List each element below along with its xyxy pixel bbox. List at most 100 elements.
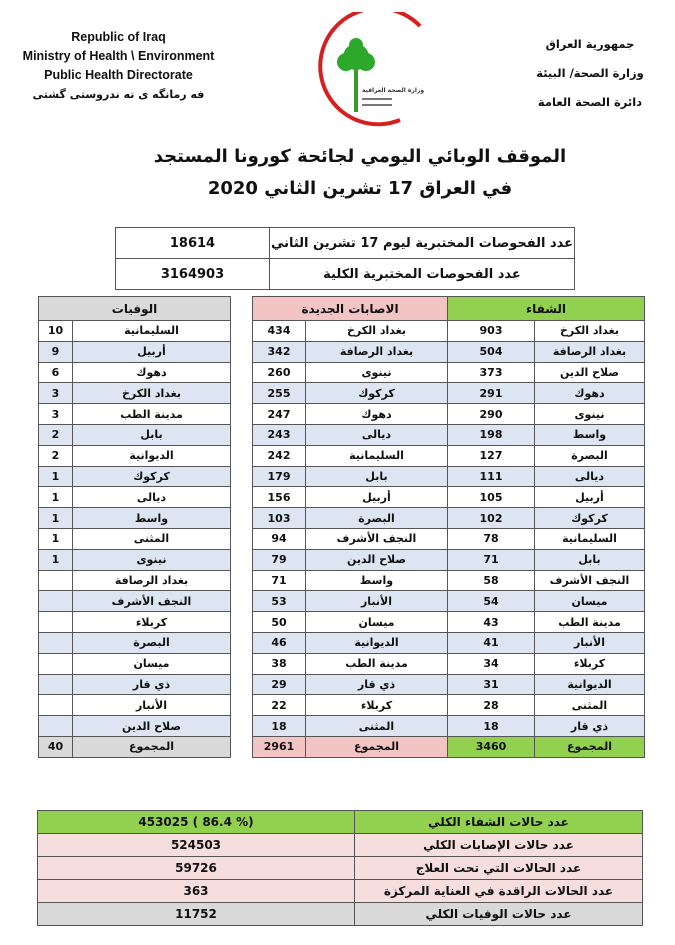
table-row: أربيل 156 [252, 486, 448, 509]
count-value [38, 715, 73, 737]
summary-label: عدد حالات الشفاء الكلي [354, 810, 643, 834]
count-value: 105 [447, 486, 535, 509]
table-header-row: الشفاء [447, 296, 645, 321]
province-name: صلاح الدين [534, 361, 645, 384]
table-row: أربيل 9 [38, 340, 231, 363]
table-row: كركوك 1 [38, 465, 231, 488]
summary-label: عدد الحالات الراقدة في العناية المركزة [354, 879, 643, 903]
total-row: المجموع 2961 [252, 735, 448, 758]
count-value [38, 611, 73, 633]
province-name: دهوك [305, 403, 448, 425]
table-row: بابل 2 [38, 423, 231, 446]
logo-text: وزارة الصحة العراقية [362, 87, 424, 94]
table-header-row: الوفيات [38, 296, 231, 321]
count-value: 373 [447, 361, 535, 384]
province-name: ذي قار [305, 673, 448, 696]
count-value: 111 [447, 465, 535, 488]
table-row: الديوانية 2 [38, 444, 231, 467]
province-name: بغداد الكرخ [305, 320, 448, 342]
total-label: المجموع [305, 735, 448, 758]
table-row: البصرة 127 [447, 444, 645, 467]
count-value: 38 [252, 652, 306, 675]
table-title: الوفيات [38, 296, 231, 321]
count-value: 53 [252, 590, 306, 613]
table-row: البصرة 103 [252, 507, 448, 529]
count-value: 127 [447, 444, 535, 467]
table-row: المثنى 1 [38, 527, 231, 550]
table-row: السليمانية 242 [252, 444, 448, 467]
province-name: ميسان [72, 652, 231, 675]
table-title: الاصابات الجديدة [252, 296, 448, 321]
count-value: 291 [447, 382, 535, 405]
english-header: Republic of Iraq Ministry of Health \ En… [6, 28, 231, 104]
table-row: بغداد الكرخ 903 [447, 320, 645, 342]
count-value: 50 [252, 611, 306, 633]
table-row: مدينة الطب 43 [447, 611, 645, 633]
count-value: 46 [252, 631, 306, 654]
province-name: بغداد الكرخ [72, 382, 231, 405]
table-row: بابل 179 [252, 465, 448, 488]
province-name: البصرة [72, 631, 231, 654]
province-name: كربلاء [305, 694, 448, 717]
province-name: الأنبار [534, 631, 645, 654]
count-value: 18 [252, 715, 306, 737]
province-name: المثنى [72, 527, 231, 550]
count-value: 58 [447, 569, 535, 592]
province-name: واسط [305, 569, 448, 592]
table-row: صلاح الدين [38, 715, 231, 737]
count-value: 1 [38, 548, 73, 571]
count-value [38, 652, 73, 675]
count-value: 102 [447, 507, 535, 529]
tests-value: 18614 [115, 227, 270, 259]
table-row: الديوانية 31 [447, 673, 645, 696]
count-value: 79 [252, 548, 306, 571]
province-name: كربلاء [72, 611, 231, 633]
count-value: 34 [447, 652, 535, 675]
province-name: كربلاء [534, 652, 645, 675]
table-row: دهوك 247 [252, 403, 448, 425]
table-row: الديوانية 46 [252, 631, 448, 654]
count-value: 243 [252, 423, 306, 446]
province-name: أربيل [72, 340, 231, 363]
province-name: النجف الأشرف [534, 569, 645, 592]
table-row: واسط 71 [252, 569, 448, 592]
table-row: النجف الأشرف [38, 590, 231, 613]
table-row: مدينة الطب 3 [38, 403, 231, 425]
tests-row: عدد الفحوصات المختبرية ليوم 17 تشرين الث… [115, 227, 575, 259]
summary-label: عدد حالات الإصابات الكلي [354, 833, 643, 857]
province-name: دهوك [534, 382, 645, 405]
province-name: بغداد الرصافة [305, 340, 448, 363]
count-value: 31 [447, 673, 535, 696]
count-value: 504 [447, 340, 535, 363]
count-value: 198 [447, 423, 535, 446]
count-value: 1 [38, 465, 73, 488]
count-value: 260 [252, 361, 306, 384]
table-row: ديالى 243 [252, 423, 448, 446]
palm-tree-icon [337, 38, 375, 112]
province-name: نينوى [72, 548, 231, 571]
province-name: مدينة الطب [305, 652, 448, 675]
count-value: 247 [252, 403, 306, 425]
logo-arc [318, 12, 422, 127]
summary-value: 59726 [37, 856, 355, 880]
table-row: نينوى 260 [252, 361, 448, 384]
province-name: ميسان [534, 590, 645, 613]
header-line: جمهورية العراق [545, 37, 635, 51]
arabic-header: جمهورية العراق وزارة الصحة/ البيئة دائرة… [525, 30, 655, 117]
table-row: نينوى 290 [447, 403, 645, 425]
table-row: كربلاء [38, 611, 231, 633]
count-value: 1 [38, 507, 73, 529]
total-value: 40 [38, 735, 73, 758]
total-value: 3460 [447, 735, 535, 758]
province-name: مدينة الطب [534, 611, 645, 633]
province-name: نينوى [305, 361, 448, 384]
count-value: 71 [447, 548, 535, 571]
count-value: 6 [38, 361, 73, 384]
table-row: صلاح الدين 79 [252, 548, 448, 571]
table-row: مدينة الطب 38 [252, 652, 448, 675]
table-row: المثنى 28 [447, 694, 645, 717]
table-row: النجف الأشرف 94 [252, 527, 448, 550]
province-name: الديوانية [72, 444, 231, 467]
count-value: 342 [252, 340, 306, 363]
tests-value: 3164903 [115, 258, 270, 290]
